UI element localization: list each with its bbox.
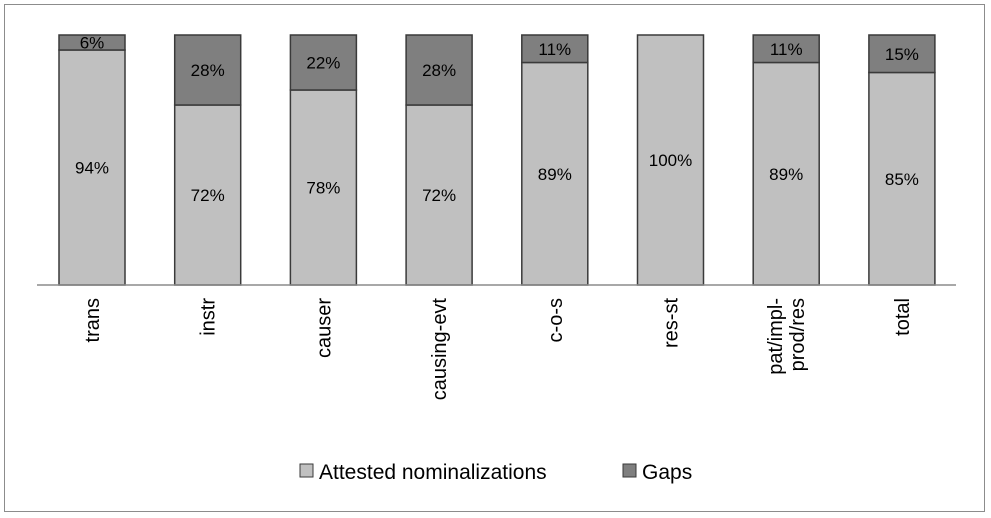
category-label-line: causer (313, 298, 335, 358)
category-labels-group: trans instr causer causing-evt c-o-s res-st pa… (82, 298, 914, 401)
legend-label-gaps: Gaps (642, 461, 692, 484)
category-label-line: c-o-s (545, 298, 567, 342)
data-label-gaps-causer: 22% (306, 54, 340, 73)
data-label-attested-nominalizations-pat-impl-prod-res: 89% (769, 165, 803, 184)
category-label-line: res-st (661, 298, 683, 348)
category-label-instr: instr (198, 298, 220, 336)
chart-frame (4, 4, 985, 512)
category-label-causer: causer (313, 298, 335, 358)
category-label-causing-evt: causing-evt (429, 298, 451, 401)
data-label-gaps-total: 15% (885, 45, 919, 64)
data-label-attested-nominalizations-c-o-s: 89% (538, 165, 572, 184)
bar-gaps-trans (58, 34, 126, 51)
category-label-res-st: res-st (661, 298, 683, 348)
bar-gaps-causing-evt (405, 34, 473, 106)
data-label-gaps-instr: 28% (191, 61, 225, 80)
bar-attested-nominalizations-instr (173, 104, 242, 286)
data-label-attested-nominalizations-instr: 72% (191, 186, 225, 205)
legend-label-attested-nominalizations: Attested nominalizations (319, 461, 547, 484)
category-label-line: instr (198, 298, 220, 336)
category-label-total: total (892, 298, 914, 336)
data-label-gaps-trans: 6% (80, 34, 105, 53)
category-label-pat-impl-prod-res: pat/impl-prod/res (765, 298, 809, 375)
data-label-attested-nominalizations-trans: 94% (75, 159, 109, 178)
data-label-attested-nominalizations-causing-evt: 72% (422, 186, 456, 205)
category-label-line: trans (82, 298, 104, 342)
bar-gaps-total (868, 34, 936, 74)
legend-swatch-attested-nominalizations (299, 463, 314, 478)
data-label-attested-nominalizations-total: 85% (885, 170, 919, 189)
data-label-gaps-c-o-s: 11% (538, 40, 571, 59)
bar-attested-nominalizations-causing-evt (405, 104, 473, 286)
category-label-c-o-s: c-o-s (545, 298, 567, 342)
category-label-line: causing-evt (429, 298, 451, 401)
category-label-trans: trans (82, 298, 104, 342)
legend-swatch-gaps (622, 463, 637, 478)
legend: Attested nominalizations Gaps (299, 461, 692, 484)
bar-attested-nominalizations-trans (58, 49, 126, 286)
bar-attested-nominalizations-total (868, 71, 936, 286)
bar-attested-nominalizations-pat-impl-prod-res (752, 61, 820, 286)
bar-attested-nominalizations-c-o-s (521, 61, 589, 286)
category-label-line: prod/res (787, 298, 809, 371)
category-label-line: pat/impl- (765, 298, 787, 375)
bar-gaps-pat-impl-prod-res (752, 34, 820, 64)
bars-group: 94% 6% 72% 28% 78% 22% 72% 28% 89% 11% 100% 89% 11% 8… (58, 34, 936, 286)
data-label-gaps-causing-evt: 28% (422, 61, 456, 80)
data-label-gaps-pat-impl-prod-res: 11% (770, 40, 803, 59)
bar-gaps-instr (173, 34, 242, 106)
bar-gaps-c-o-s (521, 34, 589, 64)
data-label-attested-nominalizations-res-st: 100% (649, 151, 692, 170)
data-label-attested-nominalizations-causer: 78% (306, 179, 340, 198)
category-label-line: total (892, 298, 914, 336)
bar-gaps-causer (289, 34, 358, 91)
